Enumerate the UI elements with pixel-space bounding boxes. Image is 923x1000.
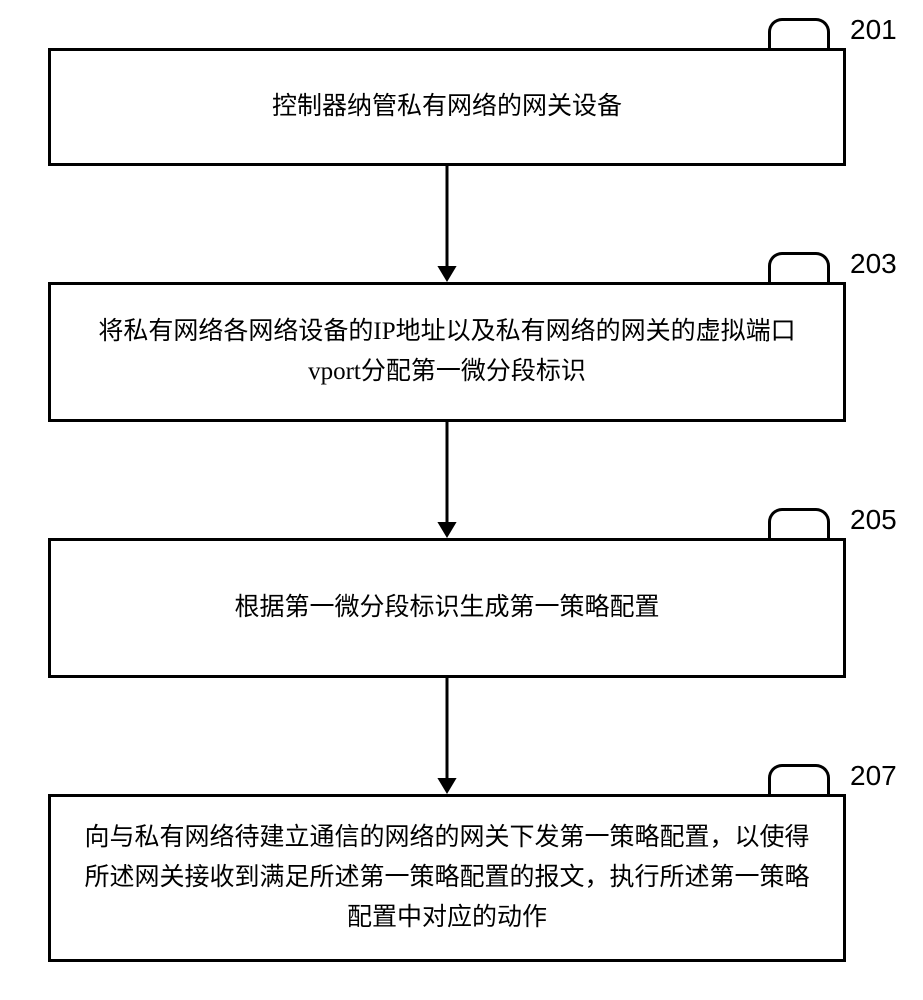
node-1: 控制器纳管私有网络的网关设备 xyxy=(48,48,846,166)
node-3-label: 205 xyxy=(850,504,897,536)
arrow-1-2-head xyxy=(437,266,456,282)
arrow-2-3-head xyxy=(437,522,456,538)
node-1-tab xyxy=(768,18,830,48)
node-4: 向与私有网络待建立通信的网络的网关下发第一策略配置，以使得所述网关接收到满足所述… xyxy=(48,794,846,962)
node-1-label: 201 xyxy=(850,14,897,46)
node-1-text: 控制器纳管私有网络的网关设备 xyxy=(81,87,813,127)
flowchart-canvas: 控制器纳管私有网络的网关设备 201 将私有网络各网络设备的IP地址以及私有网络… xyxy=(0,0,923,1000)
arrow-1-2 xyxy=(427,166,467,282)
node-3-tab xyxy=(768,508,830,538)
node-4-text: 向与私有网络待建立通信的网络的网关下发第一策略配置，以使得所述网关接收到满足所述… xyxy=(81,818,813,938)
arrow-2-3 xyxy=(427,422,467,538)
node-3-text: 根据第一微分段标识生成第一策略配置 xyxy=(81,588,813,628)
node-4-tab xyxy=(768,764,830,794)
arrow-3-4 xyxy=(427,678,467,794)
node-2-text: 将私有网络各网络设备的IP地址以及私有网络的网关的虚拟端口vport分配第一微分… xyxy=(81,312,813,392)
node-2-label: 203 xyxy=(850,248,897,280)
arrow-3-4-head xyxy=(437,778,456,794)
node-4-label: 207 xyxy=(850,760,897,792)
node-2: 将私有网络各网络设备的IP地址以及私有网络的网关的虚拟端口vport分配第一微分… xyxy=(48,282,846,422)
node-3: 根据第一微分段标识生成第一策略配置 xyxy=(48,538,846,678)
node-2-tab xyxy=(768,252,830,282)
